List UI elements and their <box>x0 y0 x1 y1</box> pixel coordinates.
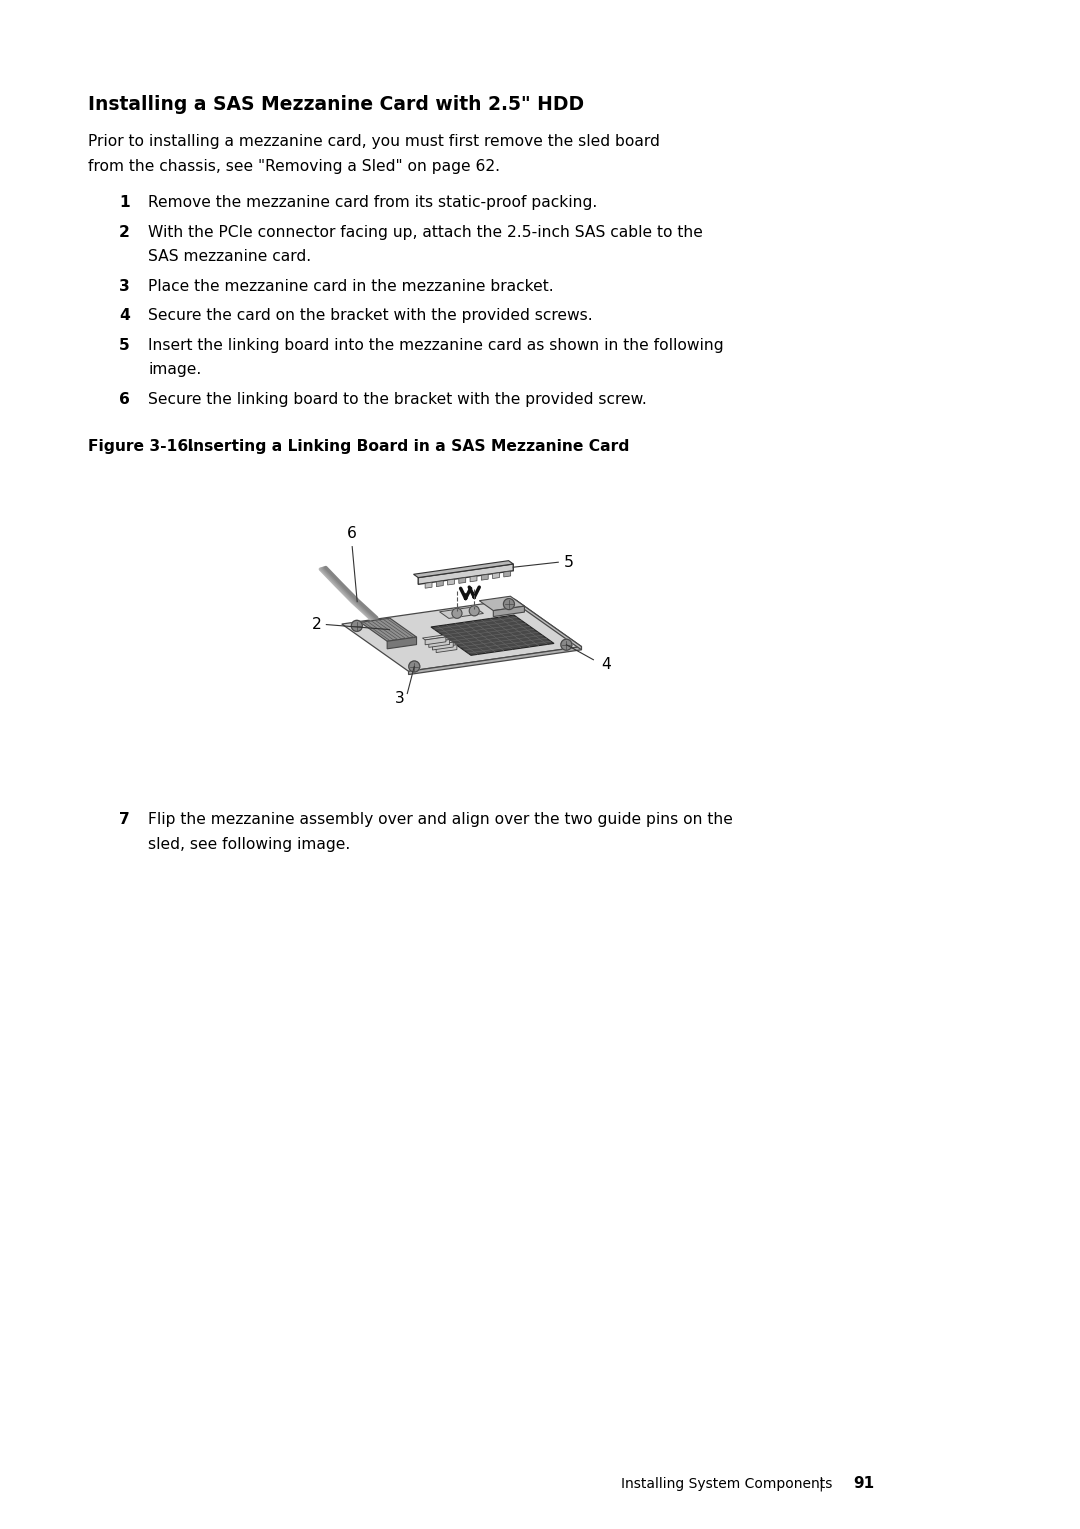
Polygon shape <box>515 599 581 650</box>
Text: 5: 5 <box>119 338 130 353</box>
Polygon shape <box>387 638 417 648</box>
Polygon shape <box>429 639 449 647</box>
Polygon shape <box>430 641 454 645</box>
Text: sled, see following image.: sled, see following image. <box>148 836 350 852</box>
Text: 6: 6 <box>119 391 130 407</box>
Polygon shape <box>414 561 513 578</box>
Polygon shape <box>426 583 432 589</box>
Polygon shape <box>492 573 499 578</box>
Polygon shape <box>440 607 484 618</box>
Text: 91: 91 <box>853 1475 875 1491</box>
Polygon shape <box>422 635 446 641</box>
Polygon shape <box>470 576 477 581</box>
Text: 4: 4 <box>119 309 130 324</box>
Text: 7: 7 <box>119 812 130 827</box>
Polygon shape <box>480 596 525 610</box>
Text: image.: image. <box>148 362 201 378</box>
Circle shape <box>351 621 362 631</box>
Text: Place the mezzanine card in the mezzanine bracket.: Place the mezzanine card in the mezzanin… <box>148 278 554 294</box>
Text: Inserting a Linking Board in a SAS Mezzanine Card: Inserting a Linking Board in a SAS Mezza… <box>166 439 630 454</box>
Polygon shape <box>494 605 525 616</box>
Circle shape <box>451 609 462 618</box>
Polygon shape <box>361 618 417 641</box>
Circle shape <box>408 661 420 673</box>
Text: With the PCIe connector facing up, attach the 2.5-inch SAS cable to the: With the PCIe connector facing up, attac… <box>148 225 703 240</box>
Text: from the chassis, see "Removing a Sled" on page 62.: from the chassis, see "Removing a Sled" … <box>87 159 500 174</box>
Circle shape <box>561 639 572 650</box>
Text: Remove the mezzanine card from its static-proof packing.: Remove the mezzanine card from its stati… <box>148 196 597 211</box>
Polygon shape <box>432 642 454 650</box>
Text: 6: 6 <box>348 526 357 541</box>
Polygon shape <box>341 599 581 671</box>
Text: Figure 3-16.: Figure 3-16. <box>87 439 194 454</box>
Polygon shape <box>427 638 449 642</box>
Polygon shape <box>447 579 455 586</box>
Text: Installing a SAS Mezzanine Card with 2.5" HDD: Installing a SAS Mezzanine Card with 2.5… <box>87 95 584 115</box>
Text: Installing System Components: Installing System Components <box>621 1477 833 1491</box>
Polygon shape <box>431 615 554 656</box>
Text: Insert the linking board into the mezzanine card as shown in the following: Insert the linking board into the mezzan… <box>148 338 724 353</box>
Text: 2: 2 <box>312 618 322 631</box>
Polygon shape <box>482 575 488 579</box>
Text: 3: 3 <box>394 691 404 706</box>
Text: 3: 3 <box>119 278 130 294</box>
Polygon shape <box>426 638 446 645</box>
Text: SAS mezzanine card.: SAS mezzanine card. <box>148 249 311 265</box>
Polygon shape <box>436 645 457 653</box>
Text: 4: 4 <box>602 657 611 673</box>
Text: |: | <box>819 1477 823 1491</box>
Text: Secure the card on the bracket with the provided screws.: Secure the card on the bracket with the … <box>148 309 593 324</box>
Polygon shape <box>436 581 443 587</box>
Polygon shape <box>408 647 581 674</box>
Text: Flip the mezzanine assembly over and align over the two guide pins on the: Flip the mezzanine assembly over and ali… <box>148 812 733 827</box>
Polygon shape <box>459 578 465 584</box>
Circle shape <box>469 605 480 616</box>
Polygon shape <box>433 642 457 648</box>
Text: Secure the linking board to the bracket with the provided screw.: Secure the linking board to the bracket … <box>148 391 647 407</box>
Text: 2: 2 <box>119 225 130 240</box>
Text: Prior to installing a mezzanine card, you must first remove the sled board: Prior to installing a mezzanine card, yo… <box>87 135 660 150</box>
Text: 5: 5 <box>564 555 573 570</box>
Circle shape <box>503 598 514 610</box>
Polygon shape <box>503 572 511 576</box>
Text: 1: 1 <box>119 196 130 211</box>
Polygon shape <box>418 564 513 584</box>
